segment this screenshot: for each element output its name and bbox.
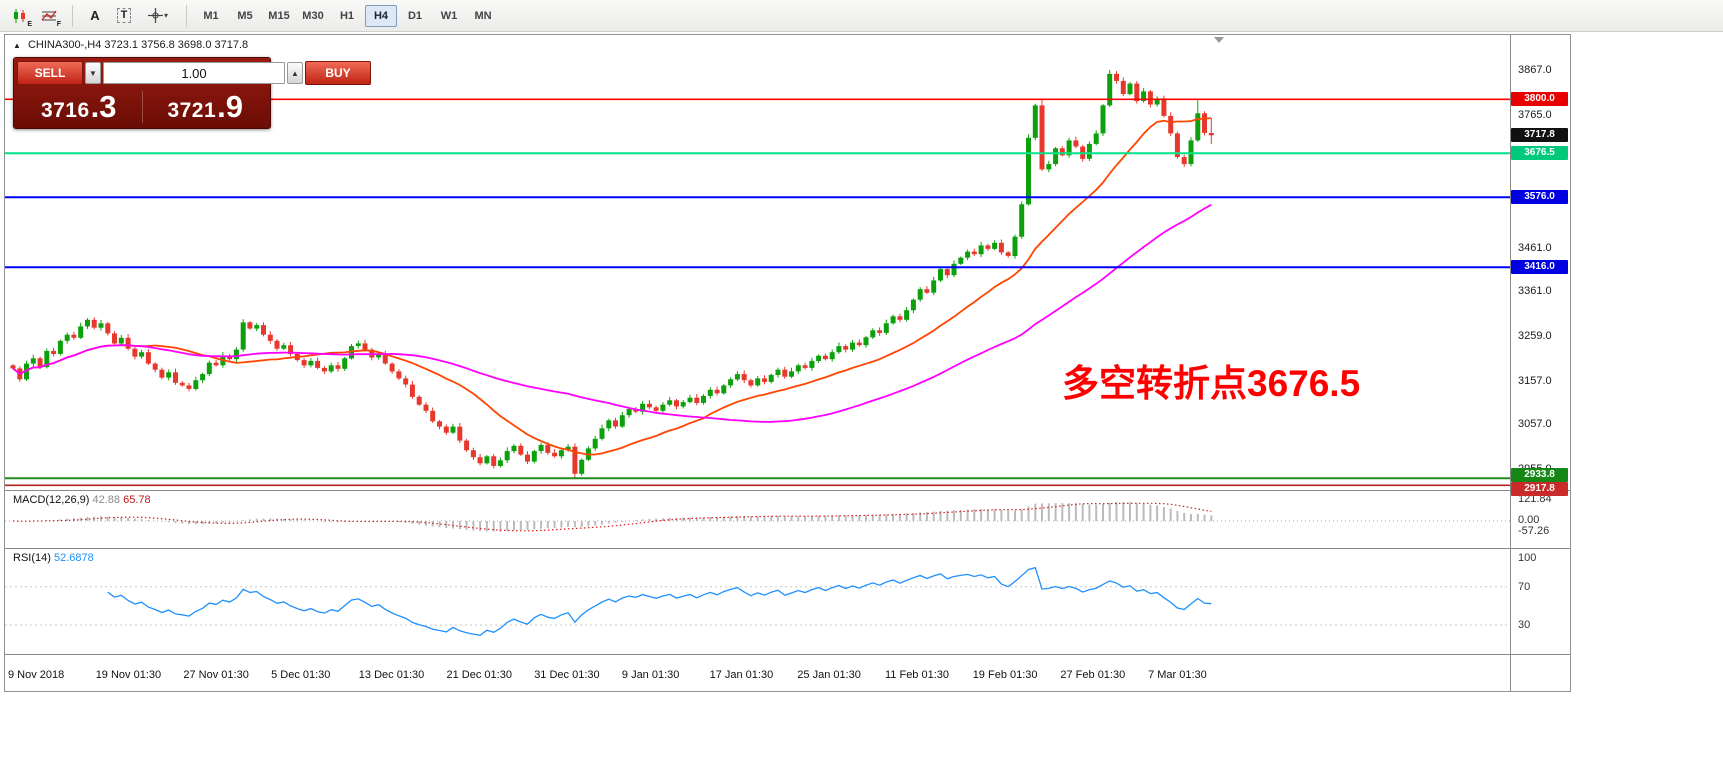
- crosshair-tool-icon[interactable]: ▾: [139, 3, 177, 29]
- time-label: 9 Nov 2018: [8, 669, 65, 681]
- candles-glyph: [14, 8, 25, 23]
- timeframe-group: M1 M5 M15 M30 H1 H4 D1 W1 MN: [195, 4, 501, 27]
- icon-badge: E: [27, 20, 32, 28]
- time-label: 17 Jan 01:30: [709, 669, 774, 681]
- chevron-down-icon: ▾: [163, 11, 168, 20]
- timeframe-d1[interactable]: D1: [407, 9, 423, 22]
- icon-badge: F: [56, 20, 61, 28]
- price-axis[interactable]: [1510, 35, 1511, 691]
- lot-size-input[interactable]: [103, 62, 285, 84]
- time-label: 21 Dec 01:30: [446, 669, 512, 681]
- price-tag: 3800.0: [1511, 92, 1568, 107]
- label-tool-icon[interactable]: T: [110, 3, 138, 29]
- macd-chart[interactable]: [5, 491, 1510, 548]
- one-click-trading-panel: SELL ▼ ▲ BUY 3716 .3 3721 .9: [13, 57, 371, 129]
- price-tick: 3157.0: [1518, 374, 1552, 387]
- indicators-icon[interactable]: F: [35, 3, 63, 29]
- sell-price[interactable]: 3716 .3: [40, 89, 117, 124]
- panel-separator[interactable]: [5, 654, 1570, 655]
- crosshair-glyph: [147, 8, 163, 23]
- rsi-label: RSI(14) 52.6878: [13, 552, 94, 564]
- time-label: 31 Dec 01:30: [534, 669, 600, 681]
- toolbar: E F A T ▾ M1 M5 M15 M30 H1 H4 D1: [0, 0, 1723, 32]
- toolbar-separator: [72, 4, 73, 27]
- symbol-ohlc-text: CHINA300-,H4 3723.1 3756.8 3698.0 3717.8: [27, 39, 249, 51]
- chart-annotation: 多空转折点3676.5: [1062, 363, 1361, 404]
- price-tick: 3867.0: [1518, 64, 1552, 76]
- text-tool-icon[interactable]: A: [90, 8, 100, 23]
- price-tick: 3057.0: [1518, 418, 1552, 431]
- price-tag: 3416.0: [1511, 260, 1568, 275]
- time-label: 7 Mar 01:30: [1148, 669, 1207, 681]
- timeframe-m30[interactable]: M30: [302, 9, 324, 22]
- macd-main-value: 42.88: [92, 494, 121, 506]
- time-label: 19 Feb 01:30: [972, 669, 1038, 681]
- panel-separator[interactable]: [5, 490, 1570, 491]
- time-label: 5 Dec 01:30: [271, 669, 331, 681]
- chart-window[interactable]: ▲ CHINA300-,H4 3723.1 3756.8 3698.0 3717…: [4, 34, 1571, 692]
- rsi-chart[interactable]: [5, 549, 1510, 654]
- timeframe-h1[interactable]: H1: [339, 9, 355, 22]
- macd-axis-label: 0.00: [1518, 514, 1540, 526]
- lot-down-button[interactable]: ▼: [85, 62, 101, 84]
- timeframe-mn[interactable]: MN: [474, 9, 492, 22]
- time-label: 19 Nov 01:30: [95, 669, 162, 681]
- symbol-info: ▲ CHINA300-,H4 3723.1 3756.8 3698.0 3717…: [13, 39, 248, 51]
- price-divider: [141, 91, 143, 123]
- sell-button[interactable]: SELL: [17, 61, 83, 85]
- rsi-value: 52.6878: [53, 552, 94, 564]
- time-axis[interactable]: 9 Nov 2018 19 Nov 01:30 27 Nov 01:30 5 Dec …: [5, 669, 1510, 689]
- macd-axis-label: -57.26: [1518, 525, 1550, 537]
- price-tick: 3361.0: [1518, 285, 1552, 298]
- macd-signal-value: 65.78: [123, 494, 151, 506]
- price-tag: 3676.5: [1511, 146, 1568, 161]
- chart-shift-icon[interactable]: [1214, 37, 1224, 43]
- timeframe-w1[interactable]: W1: [440, 9, 458, 22]
- time-label: 27 Feb 01:30: [1060, 669, 1126, 681]
- timeframe-m1[interactable]: M1: [203, 9, 219, 22]
- price-tick: 3259.0: [1518, 330, 1552, 342]
- buy-button[interactable]: BUY: [305, 61, 371, 85]
- price-tag: 2933.8: [1511, 468, 1568, 483]
- buy-price[interactable]: 3721 .9: [167, 89, 244, 124]
- price-tag: 2917.8: [1511, 482, 1568, 497]
- panel-separator[interactable]: [5, 548, 1570, 549]
- rsi-axis-label: 30: [1518, 618, 1531, 631]
- time-label: 13 Dec 01:30: [358, 669, 425, 681]
- time-label: 27 Nov 01:30: [183, 669, 249, 681]
- chart-candles-icon[interactable]: E: [6, 3, 34, 29]
- price-tick: 3461.0: [1518, 241, 1552, 254]
- time-label: 11 Feb 01:30: [885, 669, 950, 681]
- timeframe-m5[interactable]: M5: [237, 9, 253, 22]
- price-tick: 3765.0: [1518, 108, 1552, 121]
- macd-label: MACD(12,26,9) 42.88 65.78: [13, 494, 151, 506]
- indicator-glyph: [41, 10, 57, 21]
- price-tag: 3717.8: [1511, 128, 1568, 143]
- timeframe-h4[interactable]: H4: [365, 4, 397, 27]
- toolbar-separator: [186, 4, 187, 27]
- price-tag: 3576.0: [1511, 190, 1568, 205]
- time-label: 25 Jan 01:30: [797, 669, 861, 681]
- lot-up-button[interactable]: ▲: [287, 62, 303, 84]
- timeframe-m15[interactable]: M15: [268, 9, 290, 22]
- rsi-axis-label: 100: [1518, 552, 1537, 564]
- one-click-panel-toggle-icon[interactable]: ▲: [13, 41, 21, 50]
- rsi-axis-label: 70: [1518, 580, 1531, 593]
- time-label: 9 Jan 01:30: [621, 669, 680, 681]
